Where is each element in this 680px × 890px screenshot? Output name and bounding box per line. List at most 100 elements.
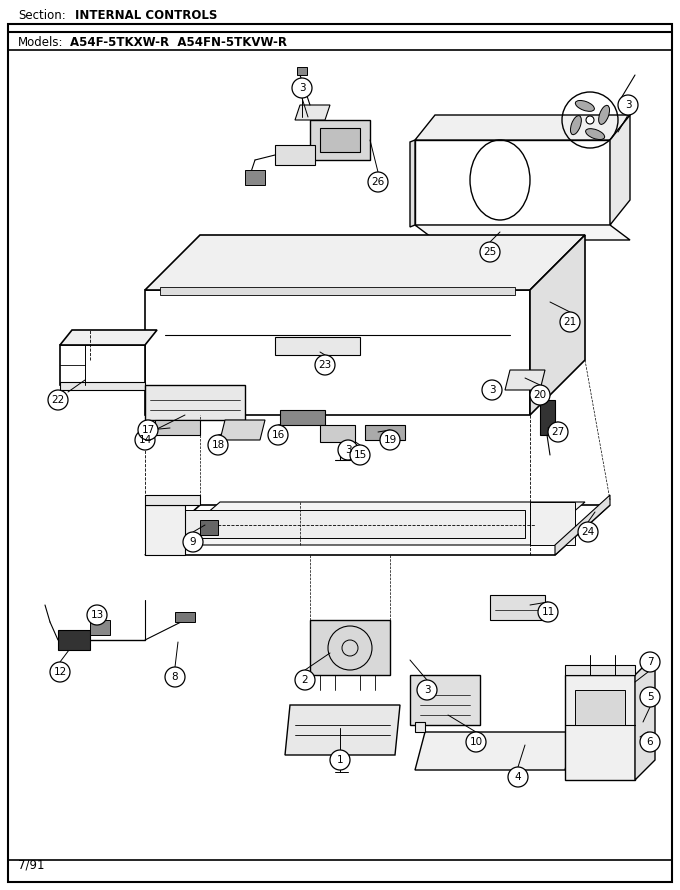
Polygon shape xyxy=(285,705,400,755)
Circle shape xyxy=(578,522,598,542)
Circle shape xyxy=(330,750,350,770)
Text: 14: 14 xyxy=(138,435,152,445)
Circle shape xyxy=(640,687,660,707)
Polygon shape xyxy=(220,420,265,440)
Text: Section:: Section: xyxy=(18,9,66,22)
Polygon shape xyxy=(505,370,545,390)
Polygon shape xyxy=(145,495,200,505)
Polygon shape xyxy=(275,145,315,165)
Polygon shape xyxy=(565,665,635,675)
Polygon shape xyxy=(540,400,555,435)
Circle shape xyxy=(268,425,288,445)
Polygon shape xyxy=(145,235,585,290)
Polygon shape xyxy=(60,330,157,345)
Text: 1: 1 xyxy=(337,755,343,765)
Circle shape xyxy=(165,667,185,687)
Polygon shape xyxy=(415,140,610,225)
Polygon shape xyxy=(310,120,370,160)
Polygon shape xyxy=(575,690,625,725)
Circle shape xyxy=(338,440,358,460)
Polygon shape xyxy=(145,290,530,415)
Bar xyxy=(275,337,360,355)
Text: 11: 11 xyxy=(541,607,555,617)
Text: 21: 21 xyxy=(563,317,577,327)
Polygon shape xyxy=(145,505,610,555)
Text: 15: 15 xyxy=(354,450,367,460)
Text: 22: 22 xyxy=(52,395,65,405)
Polygon shape xyxy=(415,115,630,140)
Polygon shape xyxy=(635,655,655,780)
Polygon shape xyxy=(530,235,585,415)
Polygon shape xyxy=(145,505,185,555)
Text: 13: 13 xyxy=(90,610,103,620)
Polygon shape xyxy=(565,675,635,780)
Circle shape xyxy=(50,662,70,682)
Ellipse shape xyxy=(571,116,581,134)
Ellipse shape xyxy=(585,129,605,140)
Text: 9: 9 xyxy=(190,537,197,547)
Text: 2: 2 xyxy=(302,675,308,685)
Text: 3: 3 xyxy=(299,83,305,93)
Circle shape xyxy=(417,680,437,700)
Text: 4: 4 xyxy=(515,772,522,782)
Circle shape xyxy=(482,380,502,400)
Text: 3: 3 xyxy=(424,685,430,695)
Circle shape xyxy=(640,732,660,752)
Text: 8: 8 xyxy=(171,672,178,682)
Circle shape xyxy=(618,95,638,115)
Polygon shape xyxy=(415,225,630,240)
Polygon shape xyxy=(365,425,405,440)
Circle shape xyxy=(48,390,68,410)
Text: 7: 7 xyxy=(647,657,653,667)
Circle shape xyxy=(560,312,580,332)
Polygon shape xyxy=(555,495,610,555)
Polygon shape xyxy=(410,675,480,725)
Polygon shape xyxy=(565,732,575,770)
Polygon shape xyxy=(200,520,218,535)
Circle shape xyxy=(208,435,228,455)
Circle shape xyxy=(508,767,528,787)
Circle shape xyxy=(135,430,155,450)
Circle shape xyxy=(315,355,335,375)
Circle shape xyxy=(586,116,594,124)
Polygon shape xyxy=(245,170,265,185)
Text: 27: 27 xyxy=(551,427,564,437)
Polygon shape xyxy=(60,382,145,390)
Polygon shape xyxy=(415,732,575,770)
Polygon shape xyxy=(320,425,355,442)
Polygon shape xyxy=(90,620,110,635)
Text: 16: 16 xyxy=(271,430,285,440)
Text: 25: 25 xyxy=(483,247,496,257)
Ellipse shape xyxy=(598,105,609,125)
Circle shape xyxy=(466,732,486,752)
Circle shape xyxy=(87,605,107,625)
Text: 18: 18 xyxy=(211,440,224,450)
Text: INTERNAL CONTROLS: INTERNAL CONTROLS xyxy=(75,9,218,22)
Circle shape xyxy=(295,670,315,690)
Polygon shape xyxy=(530,502,575,545)
Polygon shape xyxy=(155,420,200,435)
Circle shape xyxy=(183,532,203,552)
Text: 12: 12 xyxy=(53,667,67,677)
Polygon shape xyxy=(170,502,585,545)
Polygon shape xyxy=(415,722,425,732)
Text: 10: 10 xyxy=(469,737,483,747)
Text: 24: 24 xyxy=(581,527,594,537)
Polygon shape xyxy=(610,115,630,225)
Polygon shape xyxy=(175,612,195,622)
Circle shape xyxy=(350,445,370,465)
Polygon shape xyxy=(320,128,360,152)
Text: 3: 3 xyxy=(345,445,352,455)
Polygon shape xyxy=(310,620,390,675)
Circle shape xyxy=(480,242,500,262)
Text: Models:: Models: xyxy=(18,36,63,48)
Circle shape xyxy=(138,420,158,440)
Polygon shape xyxy=(410,140,415,227)
Circle shape xyxy=(548,422,568,442)
Polygon shape xyxy=(60,345,145,385)
Bar xyxy=(280,410,325,425)
Text: 3: 3 xyxy=(625,100,631,110)
Polygon shape xyxy=(297,67,307,75)
Circle shape xyxy=(640,652,660,672)
Text: 7/91: 7/91 xyxy=(18,858,44,871)
